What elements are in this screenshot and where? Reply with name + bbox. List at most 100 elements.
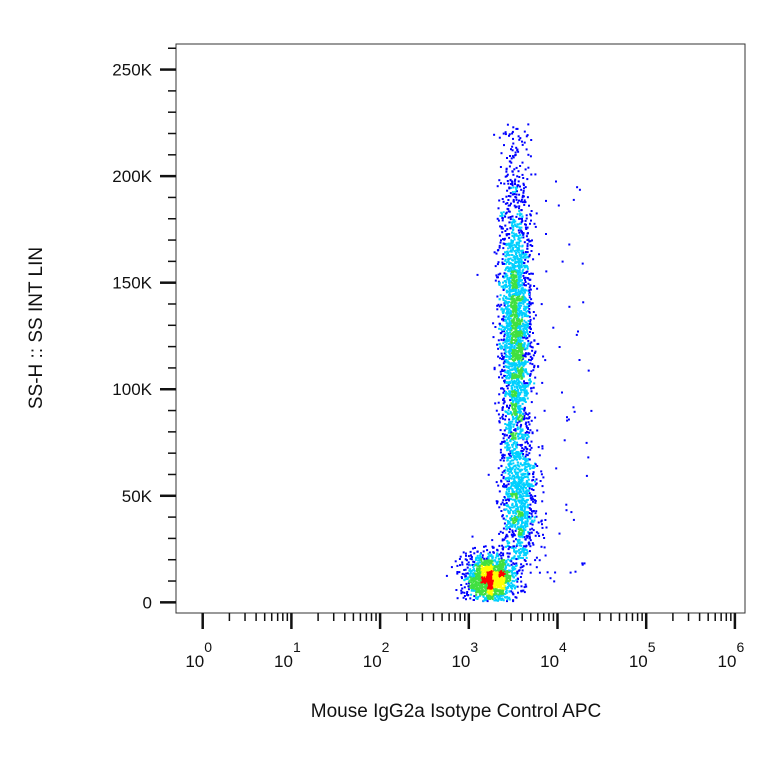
- event-dot: [516, 454, 519, 457]
- event-dot: [506, 180, 509, 182]
- event-dot: [513, 390, 515, 393]
- event-dot: [498, 246, 501, 249]
- event-dot: [527, 442, 529, 445]
- event-dot: [470, 581, 473, 584]
- event-dot: [525, 466, 528, 469]
- event-dot: [528, 445, 531, 447]
- event-dot: [515, 417, 518, 420]
- event-dot: [513, 442, 516, 444]
- event-dot: [513, 412, 516, 415]
- event-dot: [512, 547, 515, 549]
- event-dot: [504, 395, 507, 398]
- event-dot: [511, 529, 514, 532]
- event-dot: [504, 371, 507, 374]
- event-dot: [517, 236, 520, 239]
- event-dot: [463, 586, 466, 589]
- event-dot: [513, 455, 515, 457]
- event-dot: [500, 373, 503, 376]
- event-dot: [514, 486, 517, 489]
- event-dot: [509, 518, 512, 521]
- event-dot: [517, 309, 520, 312]
- event-dot: [510, 304, 513, 306]
- event-dot: [524, 281, 527, 283]
- event-dot: [515, 364, 518, 367]
- event-dot: [480, 558, 483, 561]
- event-dot: [537, 342, 540, 345]
- event-dot: [503, 522, 506, 525]
- event-dot: [491, 586, 494, 589]
- event-dot: [527, 512, 529, 515]
- event-dot: [489, 595, 492, 598]
- event-dot: [521, 436, 524, 439]
- event-dot: [572, 518, 575, 521]
- event-dot: [511, 495, 514, 498]
- event-dot: [517, 471, 520, 474]
- event-dot: [488, 583, 491, 586]
- event-dot: [528, 382, 531, 385]
- event-dot: [516, 386, 519, 388]
- event-dot: [508, 269, 511, 272]
- event-dot: [507, 204, 510, 207]
- event-dot: [514, 151, 517, 154]
- event-dot: [517, 184, 520, 187]
- event-dot: [541, 500, 544, 503]
- event-dot: [527, 166, 530, 169]
- event-dot: [488, 579, 491, 582]
- event-dot: [495, 589, 498, 592]
- event-dot: [513, 268, 516, 271]
- event-dot: [511, 381, 514, 383]
- event-dot: [506, 520, 509, 522]
- event-dot: [495, 553, 498, 556]
- event-dot: [515, 419, 518, 422]
- event-dot: [509, 355, 512, 358]
- event-dot: [510, 161, 513, 164]
- event-dot: [515, 538, 517, 541]
- event-dot: [460, 576, 463, 578]
- event-dot: [514, 414, 517, 416]
- event-dot: [537, 532, 540, 535]
- event-dot: [526, 514, 529, 517]
- event-dot: [527, 238, 530, 241]
- event-dot: [506, 233, 509, 236]
- event-dot: [501, 227, 504, 230]
- event-dot: [508, 353, 511, 355]
- event-dot: [514, 329, 517, 332]
- event-dot: [498, 393, 501, 396]
- event-dot: [502, 562, 505, 565]
- event-dot: [508, 221, 511, 224]
- event-dot: [466, 566, 469, 569]
- event-dot: [504, 518, 507, 521]
- event-dot: [500, 474, 503, 476]
- event-dot: [498, 580, 501, 583]
- event-dot: [517, 540, 520, 543]
- event-dot: [525, 347, 528, 350]
- event-dot: [514, 574, 517, 577]
- event-dot: [511, 355, 514, 358]
- event-dot: [531, 466, 534, 469]
- event-dot: [517, 400, 520, 403]
- event-dot: [524, 335, 527, 338]
- event-dot: [507, 339, 510, 342]
- event-dot: [521, 522, 523, 525]
- event-dot: [517, 461, 519, 464]
- event-dot: [499, 241, 502, 244]
- event-dot: [524, 502, 527, 505]
- event-dot: [511, 130, 514, 133]
- event-dot: [456, 571, 459, 573]
- event-dot: [569, 571, 572, 574]
- event-dot: [488, 576, 491, 579]
- event-dot: [523, 333, 525, 336]
- x-tick-label: 105: [629, 639, 656, 671]
- event-dot: [519, 479, 522, 481]
- event-dot: [531, 523, 534, 526]
- event-dot: [511, 384, 514, 387]
- event-dot: [532, 369, 535, 372]
- event-dot: [508, 312, 511, 315]
- event-dot: [515, 396, 518, 398]
- event-dot: [529, 516, 532, 519]
- event-dot: [533, 519, 536, 522]
- event-dot: [523, 536, 526, 539]
- event-dot: [497, 599, 499, 602]
- event-dot: [499, 324, 501, 327]
